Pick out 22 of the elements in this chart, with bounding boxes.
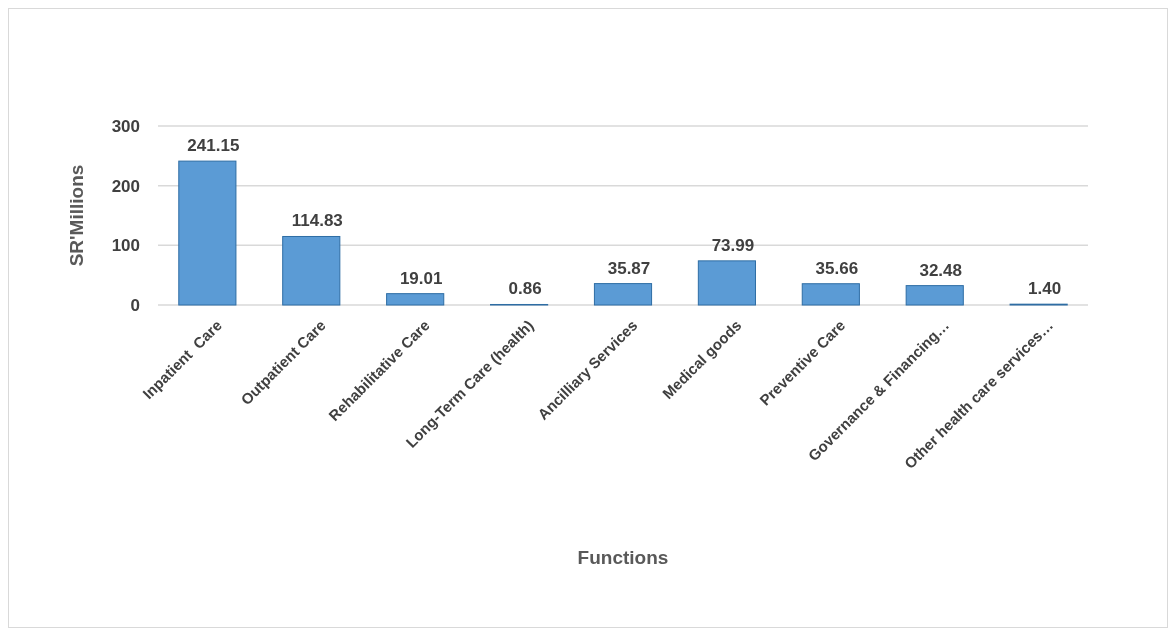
y-axis-title: SR'Millions: [66, 164, 87, 267]
bar: [386, 293, 445, 306]
bar: [178, 160, 237, 306]
data-label: 35.87: [607, 258, 651, 278]
bar: [593, 283, 653, 306]
data-label: 73.99: [711, 235, 755, 255]
data-label: 241.15: [187, 136, 240, 156]
y-tick-label: 0: [130, 295, 140, 315]
y-tick-label: 200: [111, 176, 140, 196]
data-label: 35.66: [815, 258, 859, 278]
data-label: 114.83: [291, 211, 343, 231]
bar: [282, 235, 341, 306]
bar: [905, 285, 964, 306]
x-axis-title: Functions: [577, 547, 669, 568]
y-tick-label: 100: [111, 236, 140, 256]
y-tick-label: 300: [111, 116, 140, 136]
bar: [697, 260, 756, 306]
bar: [801, 283, 860, 306]
data-label: 32.48: [919, 260, 963, 280]
data-label: 1.40: [1028, 279, 1062, 299]
data-label: 19.01: [399, 268, 443, 288]
data-label: 0.86: [508, 279, 542, 299]
